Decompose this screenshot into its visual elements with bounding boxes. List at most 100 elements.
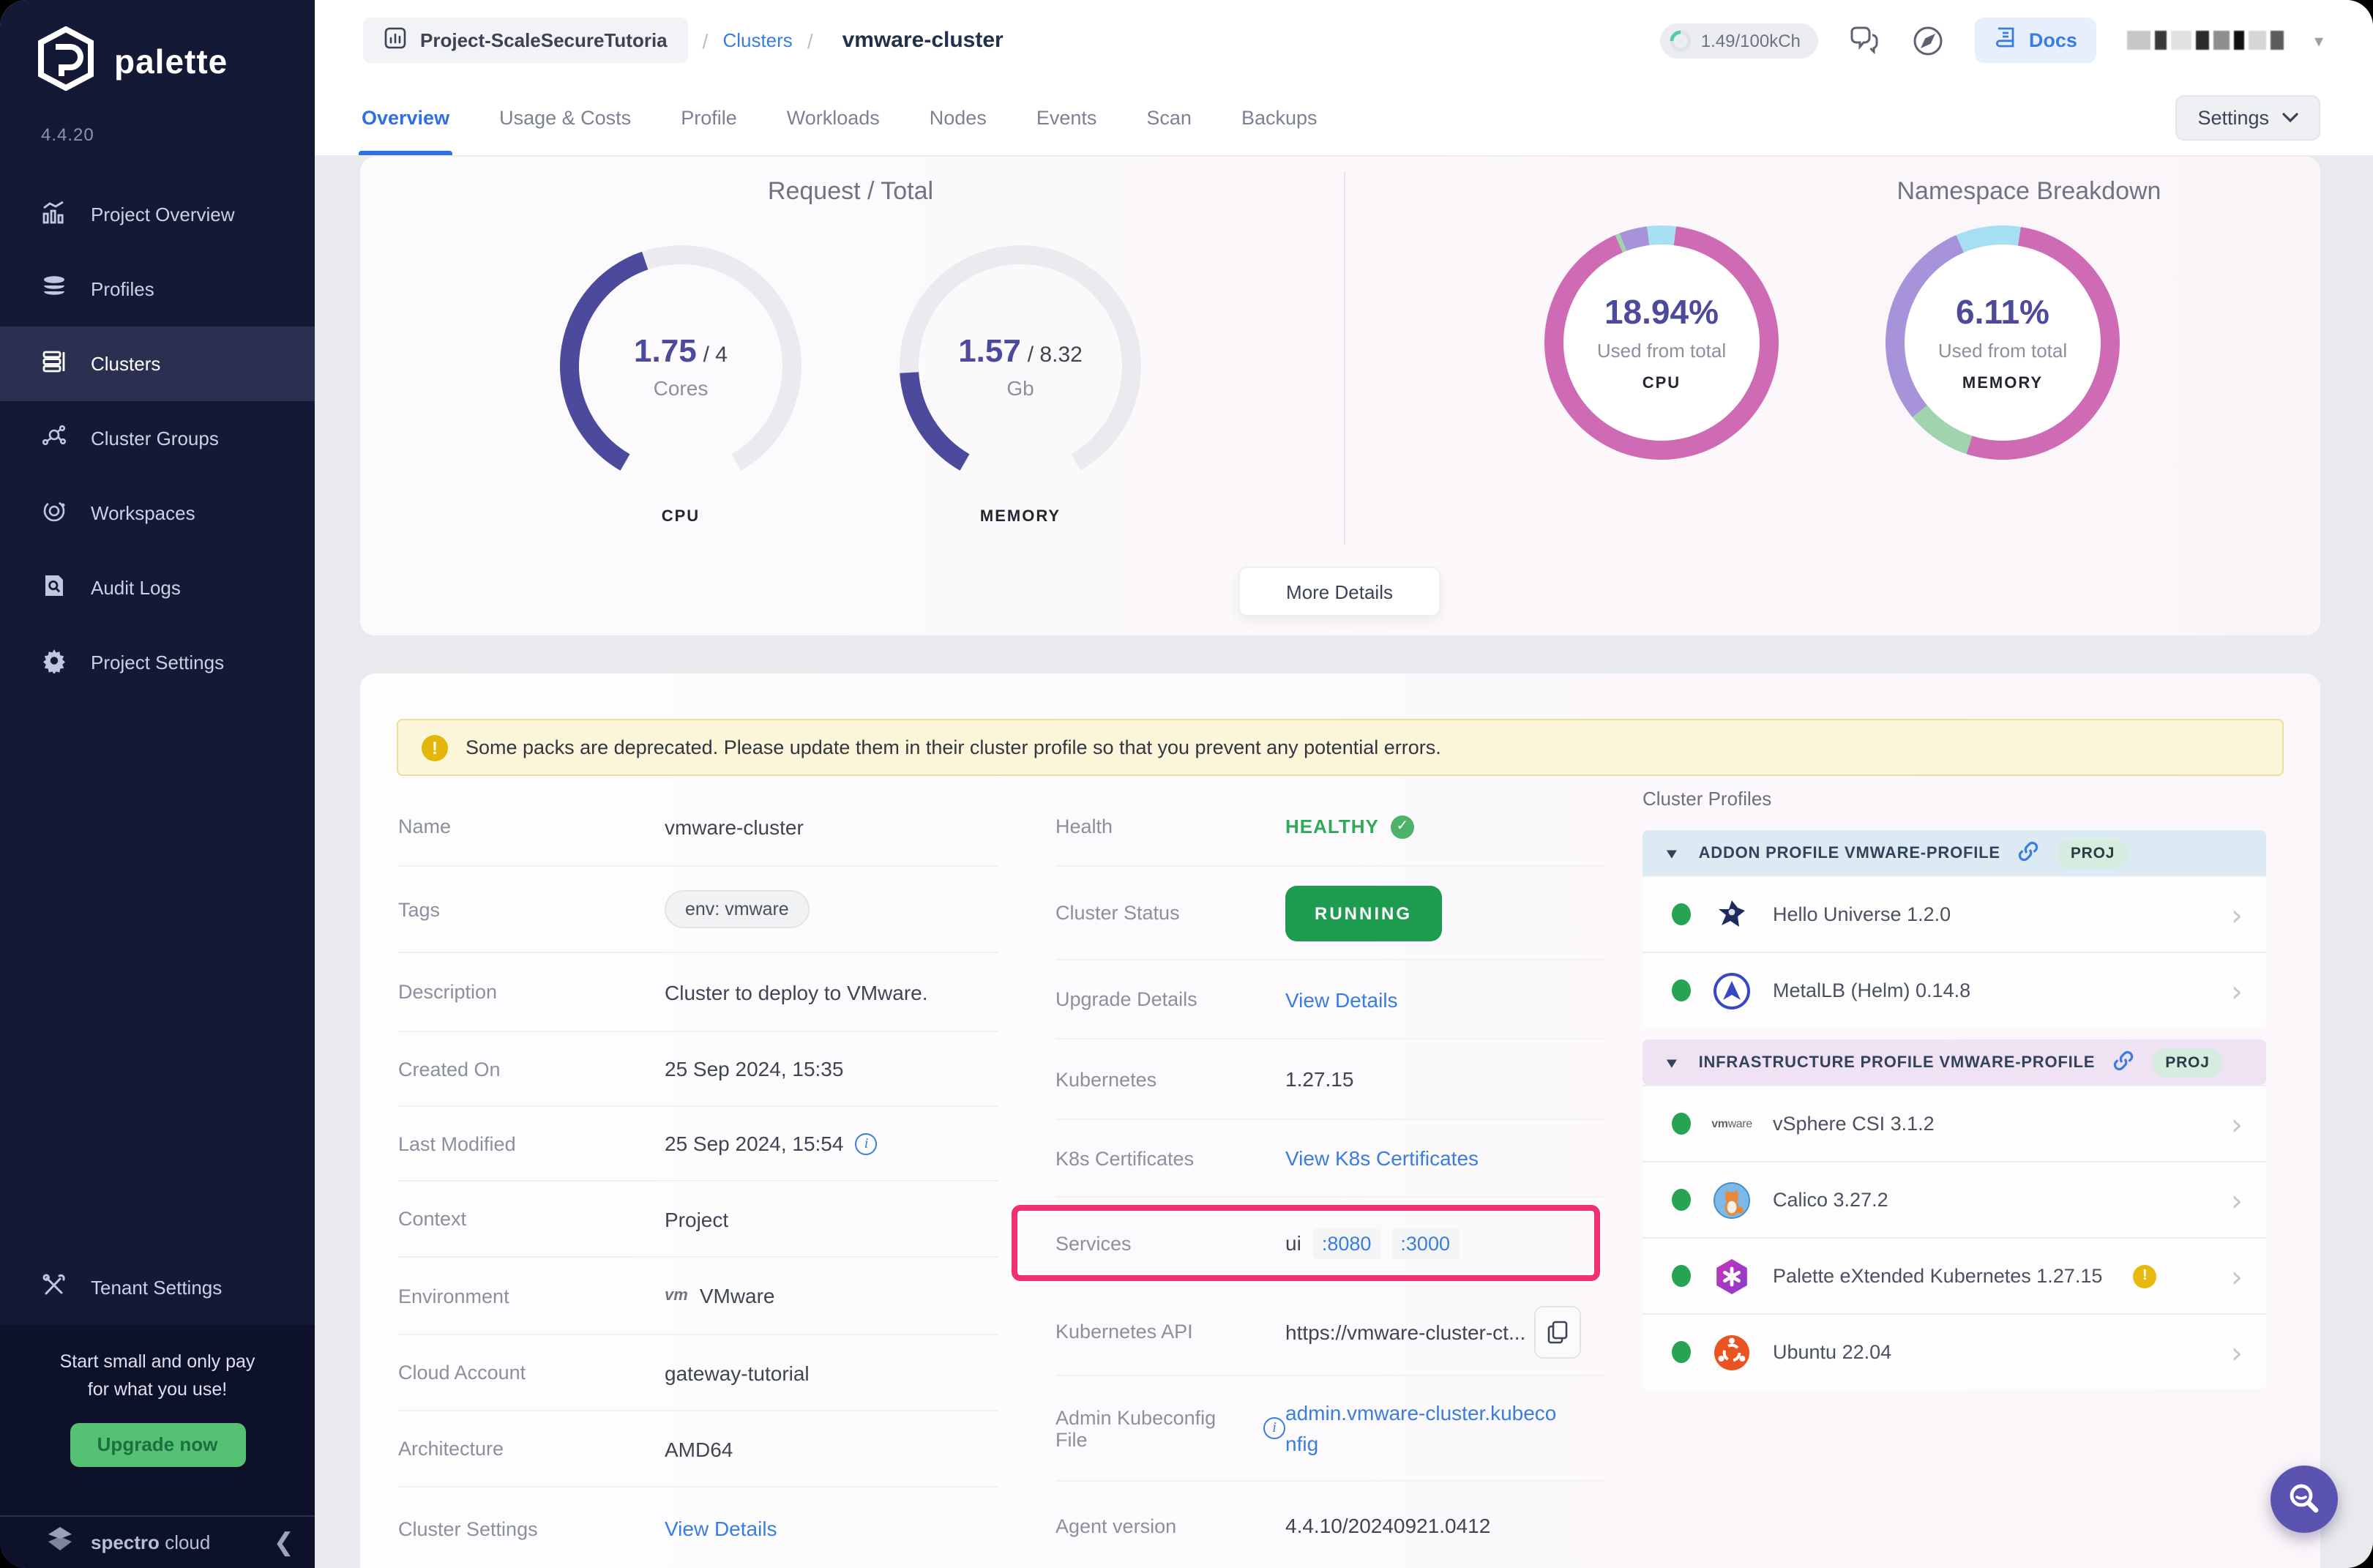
chevron-down-icon: ▼ (1663, 1054, 1681, 1070)
sidebar: palette 4.4.20 Project Overview Profiles… (0, 0, 315, 1568)
settings-button[interactable]: Settings (2175, 95, 2320, 141)
detail-row-kubernetes-api: Kubernetes API https://vmware-cluster-ct… (1055, 1288, 1604, 1376)
app-version: 4.4.20 (0, 98, 315, 145)
sidebar-item-cluster-groups[interactable]: Cluster Groups (0, 401, 315, 476)
service-name: ui (1285, 1231, 1301, 1255)
breadcrumb-separator: / (807, 29, 813, 52)
more-details-button[interactable]: More Details (1238, 567, 1440, 616)
profile-pack-metallb[interactable]: MetalLB (Helm) 0.14.8 › (1643, 952, 2266, 1028)
breadcrumb-separator: / (703, 29, 709, 52)
breadcrumb-project-badge[interactable]: Project-ScaleSecureTutoria (363, 18, 688, 63)
sidebar-item-project-overview[interactable]: Project Overview (0, 177, 315, 252)
tools-icon (41, 1272, 67, 1303)
memory-unit: Gb (896, 376, 1145, 400)
service-port-link[interactable]: :3000 (1391, 1228, 1459, 1258)
upgrade-view-details-link[interactable]: View Details (1285, 988, 1398, 1011)
upgrade-now-button[interactable]: Upgrade now (70, 1423, 245, 1467)
sidebar-item-project-settings[interactable]: Project Settings (0, 625, 315, 700)
sidebar-item-label: Audit Logs (91, 577, 181, 599)
kubeconfig-download-link[interactable]: admin.vmware-cluster.kubeconfig (1285, 1397, 1563, 1459)
request-total-title: Request / Total (741, 177, 960, 206)
sidebar-item-workspaces[interactable]: Workspaces (0, 476, 315, 550)
profile-pack-hello-universe[interactable]: Hello Universe 1.2.0 › (1643, 876, 2266, 952)
tab-profile[interactable]: Profile (681, 81, 737, 155)
user-name-redacted[interactable] (2127, 31, 2284, 50)
metallb-icon (1713, 971, 1751, 1009)
user-menu-chevron-down-icon[interactable]: ▾ (2314, 30, 2323, 51)
chevron-right-icon: › (2231, 1258, 2243, 1293)
tab-workloads[interactable]: Workloads (787, 81, 880, 155)
info-icon[interactable]: i (855, 1132, 877, 1154)
docs-button[interactable]: Docs (1975, 18, 2096, 63)
sidebar-menu: Project Overview Profiles Clusters Clust… (0, 177, 315, 700)
profile-pack-calico[interactable]: Calico 3.27.2 › (1643, 1161, 2266, 1237)
sidebar-item-audit-logs[interactable]: Audit Logs (0, 550, 315, 625)
tab-events[interactable]: Events (1036, 81, 1097, 155)
detail-row-certificates: K8s Certificates View K8s Certificates (1055, 1120, 1604, 1198)
profile-pack-pxk[interactable]: Palette eXtended Kubernetes 1.27.15 ! › (1643, 1237, 2266, 1313)
project-overview-icon (41, 199, 67, 230)
profile-pack-ubuntu[interactable]: Ubuntu 22.04 › (1643, 1313, 2266, 1389)
memory-gauge-label: MEMORY (896, 508, 1145, 526)
addon-profile-header[interactable]: ▼ ADDON PROFILE VMWARE-PROFILE PROJ (1643, 830, 2266, 876)
sidebar-item-label: Tenant Settings (91, 1277, 222, 1299)
sidebar-item-clusters[interactable]: Clusters (0, 326, 315, 401)
view-k8s-certificates-link[interactable]: View K8s Certificates (1285, 1146, 1479, 1170)
footer-brand: spectro cloud (91, 1531, 210, 1553)
health-status: HEALTHY (1285, 815, 1379, 837)
copy-icon[interactable] (1534, 1305, 1581, 1358)
cluster-settings-view-details-link[interactable]: View Details (665, 1517, 777, 1540)
chevron-right-icon: › (2231, 973, 2243, 1008)
detail-row-name: Name vmware-cluster (398, 788, 998, 867)
sidebar-collapse-icon[interactable]: ❮ (274, 1528, 295, 1557)
compass-icon[interactable] (1912, 24, 1944, 56)
pack-status-dot (1672, 1113, 1691, 1135)
main-area: Project-ScaleSecureTutoria / Clusters / … (315, 0, 2373, 1568)
cpu-used-caption: Used from total (1597, 340, 1726, 362)
brand-name: palette (114, 42, 228, 82)
link-icon (2018, 840, 2040, 866)
detail-row-context: Context Project (398, 1181, 998, 1258)
feedback-chat-icon[interactable] (1849, 26, 1881, 55)
breadcrumb-clusters-link[interactable]: Clusters (722, 29, 792, 51)
chevron-right-icon: › (2231, 897, 2243, 932)
cpu-request-value: 1.75 (634, 332, 697, 369)
cluster-profiles-panel: Cluster Profiles ▼ ADDON PROFILE VMWARE-… (1643, 788, 2266, 1389)
tab-usage-costs[interactable]: Usage & Costs (499, 81, 631, 155)
profile-pack-vsphere-csi[interactable]: vmware vSphere CSI 3.1.2 › (1643, 1085, 2266, 1161)
cluster-details-card: ! Some packs are deprecated. Please upda… (360, 673, 2320, 1568)
info-icon[interactable]: i (1263, 1417, 1285, 1439)
tab-scan[interactable]: Scan (1146, 81, 1192, 155)
sidebar-item-label: Clusters (91, 353, 160, 375)
detail-row-agent: Agent version 4.4.10/20240921.0412 (1055, 1482, 1604, 1568)
warning-text: Some packs are deprecated. Please update… (466, 736, 1441, 758)
upsell-text: Start small and only pay for what you us… (0, 1325, 315, 1405)
cpu-namespace-donut: 18.94% Used from total CPU (1544, 225, 1779, 460)
sidebar-item-label: Project Overview (91, 204, 235, 225)
tag-pill: env: vmware (665, 890, 810, 928)
ubuntu-icon (1713, 1333, 1751, 1371)
gear-icon (41, 647, 67, 678)
sidebar-item-profiles[interactable]: Profiles (0, 252, 315, 326)
service-port-link[interactable]: :8080 (1313, 1228, 1380, 1258)
infrastructure-profile-header[interactable]: ▼ INFRASTRUCTURE PROFILE VMWARE-PROFILE … (1643, 1039, 2266, 1085)
layers-icon (41, 274, 67, 305)
tab-nodes[interactable]: Nodes (930, 81, 987, 155)
search-assistant-button[interactable] (2271, 1466, 2338, 1533)
breadcrumb-current: vmware-cluster (842, 28, 1004, 53)
memory-total-value: / 8.32 (1028, 343, 1083, 367)
overview-charts-card: Request / Total Namespace Breakdown 1.75… (360, 157, 2320, 635)
detail-row-created: Created On 25 Sep 2024, 15:35 (398, 1032, 998, 1107)
chevron-right-icon: › (2231, 1106, 2243, 1141)
sidebar-footer: spectro cloud ❮ (0, 1515, 315, 1568)
sidebar-item-tenant-settings[interactable]: Tenant Settings (0, 1250, 315, 1325)
tab-backups[interactable]: Backups (1241, 81, 1318, 155)
pack-status-dot (1672, 903, 1691, 925)
scope-badge: PROJ (2058, 838, 2128, 867)
pack-status-dot (1672, 979, 1691, 1001)
tab-overview[interactable]: Overview (362, 81, 449, 155)
detail-row-status: Cluster Status RUNNING (1055, 867, 1604, 960)
credits-meter[interactable]: 1.49/100kCh (1660, 23, 1818, 58)
details-left-column: Name vmware-cluster Tags env: vmware Des… (398, 788, 998, 1568)
brand: palette (0, 0, 315, 98)
